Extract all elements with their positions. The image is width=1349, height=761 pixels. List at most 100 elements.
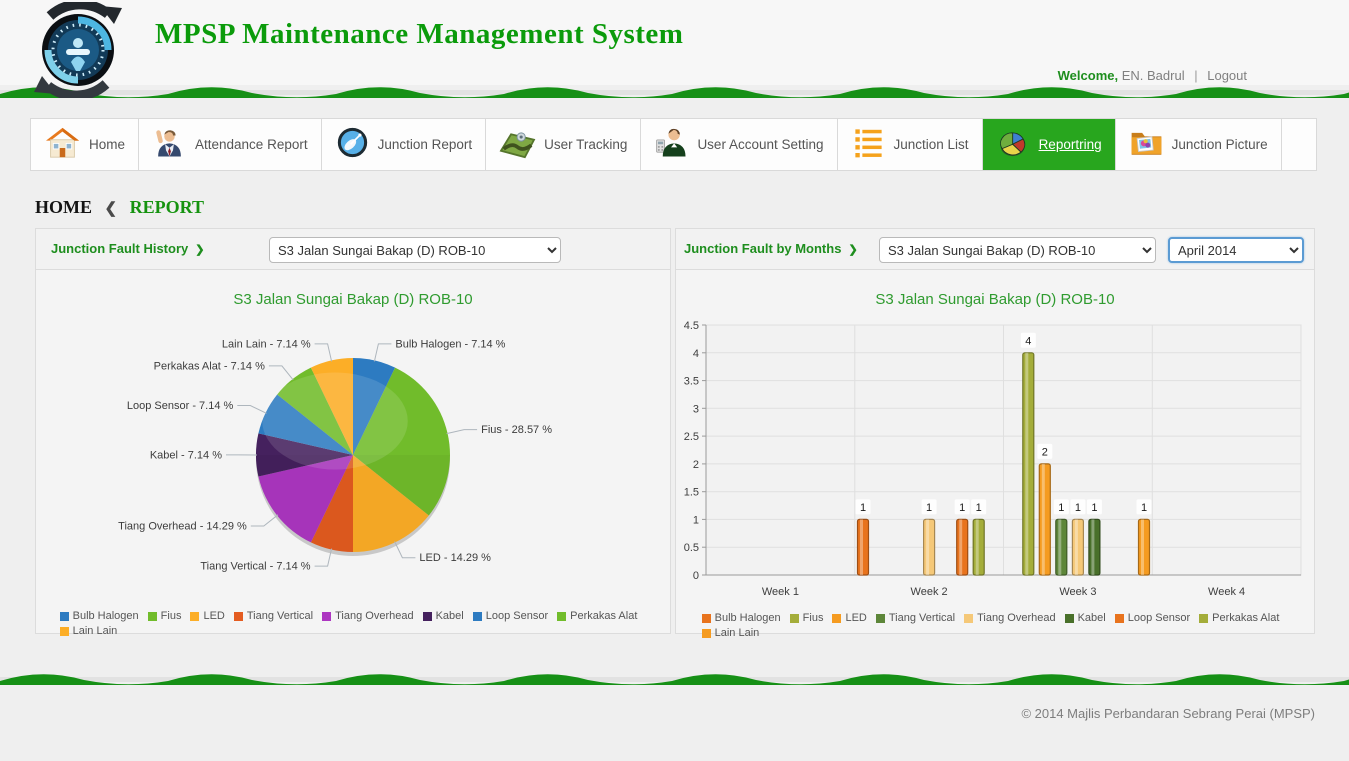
- breadcrumb-home[interactable]: HOME: [35, 197, 92, 217]
- svg-text:Fius - 28.57 %: Fius - 28.57 %: [481, 424, 552, 436]
- app-title: MPSP Maintenance Management System: [155, 18, 684, 50]
- legend-item: Kabel: [422, 610, 464, 622]
- breadcrumb: HOME ❮ REPORT: [35, 197, 1349, 219]
- home-icon: [44, 126, 81, 164]
- picture-folder-icon: [1129, 126, 1164, 164]
- nav-tab-junction-picture[interactable]: Junction Picture: [1115, 119, 1282, 170]
- app-logo-icon: [30, 0, 126, 101]
- nav-tab-label: Home: [89, 137, 126, 152]
- legend-swatch-icon: [875, 613, 885, 623]
- app-footer: © 2014 Majlis Perbandaran Sebrang Perai …: [0, 686, 1349, 721]
- svg-text:4: 4: [1025, 335, 1031, 347]
- legend-label: Kabel: [435, 610, 464, 622]
- svg-text:2: 2: [693, 459, 699, 471]
- copyright-text: © 2014 Majlis Perbandaran Sebrang Perai …: [1021, 706, 1315, 721]
- legend-swatch-icon: [789, 613, 799, 623]
- svg-text:0: 0: [693, 570, 699, 582]
- nav-tab-label: Attendance Report: [195, 137, 308, 152]
- legend-item: Loop Sensor: [1114, 612, 1190, 624]
- legend-swatch-icon: [557, 611, 567, 621]
- legend-item: Bulb Halogen: [59, 610, 139, 622]
- svg-text:3: 3: [693, 403, 699, 415]
- svg-text:1.5: 1.5: [684, 487, 699, 499]
- svg-text:Loop Sensor - 7.14 %: Loop Sensor - 7.14 %: [127, 400, 234, 412]
- nav-tab-attendance-report[interactable]: Attendance Report: [139, 119, 322, 170]
- month-select[interactable]: April 2014: [1168, 237, 1304, 263]
- satellite-dish-icon: [335, 126, 370, 164]
- months-panel-title: Junction Fault by Months ❯: [684, 241, 858, 256]
- months-junction-select[interactable]: S3 Jalan Sungai Bakap (D) ROB-10: [879, 237, 1156, 263]
- nav-tab-label: Junction Picture: [1171, 137, 1268, 152]
- user-account-icon: [654, 126, 689, 164]
- legend-label: Perkakas Alat: [1212, 612, 1280, 624]
- nav-tab-user-account-setting[interactable]: User Account Setting: [641, 119, 838, 170]
- breadcrumb-arrow-icon: ❮: [104, 201, 118, 217]
- bar-chart: 0 0.5 1 1.5 2 2.5 3 3.5 4 4.5 Week 1 Week 2 Week 3 We…: [684, 320, 1302, 598]
- legend-swatch-icon: [1114, 613, 1124, 623]
- svg-text:1: 1: [1058, 502, 1064, 514]
- legend-label: Lain Lain: [72, 625, 118, 637]
- junction-fault-history-panel: Junction Fault History ❯ S3 Jalan Sungai …: [35, 228, 671, 637]
- logout-link[interactable]: Logout: [1207, 68, 1247, 83]
- legend-swatch-icon: [1064, 613, 1074, 623]
- nav-tab-label: Junction List: [893, 137, 969, 152]
- legend-item: LED: [832, 612, 867, 624]
- wave-divider-top: [0, 85, 1349, 99]
- legend-label: Perkakas Alat: [570, 610, 638, 622]
- nav-tab-user-tracking[interactable]: User Tracking: [486, 119, 642, 170]
- legend-item: Lain Lain: [59, 625, 118, 637]
- svg-text:1: 1: [1075, 502, 1081, 514]
- nav-tab-junction-list[interactable]: Junction List: [837, 119, 983, 170]
- history-panel-title: Junction Fault History ❯: [51, 241, 205, 256]
- legend-swatch-icon: [701, 613, 711, 623]
- svg-text:Week 1: Week 1: [762, 586, 799, 598]
- bar-chart-legend: Bulb Halogen Fius LED Tiang Vertical Tiang O…: [701, 612, 1289, 639]
- svg-text:Week 2: Week 2: [911, 586, 948, 598]
- legend-item: Fius: [147, 610, 182, 622]
- svg-text:1: 1: [1091, 502, 1097, 514]
- svg-text:Week 3: Week 3: [1059, 586, 1096, 598]
- main-nav: Home Attendance Report Junction Report User…: [30, 118, 1317, 171]
- nav-tab-label: User Account Setting: [697, 137, 824, 152]
- legend-swatch-icon: [147, 611, 157, 621]
- nav-tab-label: Reportring: [1038, 137, 1102, 152]
- bar-chart-title: S3 Jalan Sungai Bakap (D) ROB-10: [875, 291, 1115, 308]
- junction-fault-by-months-panel: Junction Fault by Months ❯ S3 Jalan Sunga…: [675, 228, 1315, 639]
- welcome-bar: Welcome, EN. Badrul | Logout: [1058, 68, 1247, 83]
- nav-tab-label: User Tracking: [544, 137, 628, 152]
- legend-label: LED: [845, 612, 867, 624]
- legend-item: Lain Lain: [701, 627, 759, 639]
- legend-label: Tiang Overhead: [335, 610, 414, 622]
- svg-text:Perkakas Alat - 7.14 %: Perkakas Alat - 7.14 %: [154, 360, 265, 372]
- svg-text:4: 4: [693, 348, 699, 360]
- legend-item: Loop Sensor: [472, 610, 549, 622]
- legend-item: Bulb Halogen: [701, 612, 781, 624]
- legend-label: Fius: [160, 610, 182, 622]
- legend-item: Perkakas Alat: [1199, 612, 1279, 624]
- svg-text:0.5: 0.5: [684, 542, 699, 554]
- welcome-label: Welcome,: [1057, 68, 1119, 83]
- legend-swatch-icon: [964, 613, 974, 623]
- legend-item: Fius: [789, 612, 823, 624]
- legend-swatch-icon: [422, 611, 432, 621]
- welcome-separator: |: [1194, 68, 1198, 83]
- legend-label: Tiang Vertical: [246, 610, 314, 622]
- svg-text:1: 1: [976, 502, 982, 514]
- svg-text:2: 2: [1042, 446, 1048, 458]
- nav-tab-junction-report[interactable]: Junction Report: [321, 119, 487, 170]
- nav-tab-home[interactable]: Home: [31, 119, 140, 170]
- svg-text:2.5: 2.5: [684, 431, 699, 443]
- chevron-right-icon: ❯: [195, 244, 205, 256]
- svg-text:1: 1: [926, 502, 932, 514]
- legend-swatch-icon: [59, 626, 69, 636]
- nav-tab-reportring[interactable]: Reportring: [982, 119, 1116, 170]
- page: MPSP Maintenance Management System Welco…: [0, 0, 1349, 721]
- legend-swatch-icon: [832, 613, 842, 623]
- legend-label: Kabel: [1077, 612, 1106, 624]
- legend-swatch-icon: [701, 628, 711, 638]
- legend-label: Bulb Halogen: [72, 610, 139, 622]
- history-junction-select[interactable]: S3 Jalan Sungai Bakap (D) ROB-10: [269, 237, 561, 263]
- legend-label: Loop Sensor: [485, 610, 549, 622]
- legend-swatch-icon: [472, 611, 482, 621]
- svg-text:1: 1: [1141, 502, 1147, 514]
